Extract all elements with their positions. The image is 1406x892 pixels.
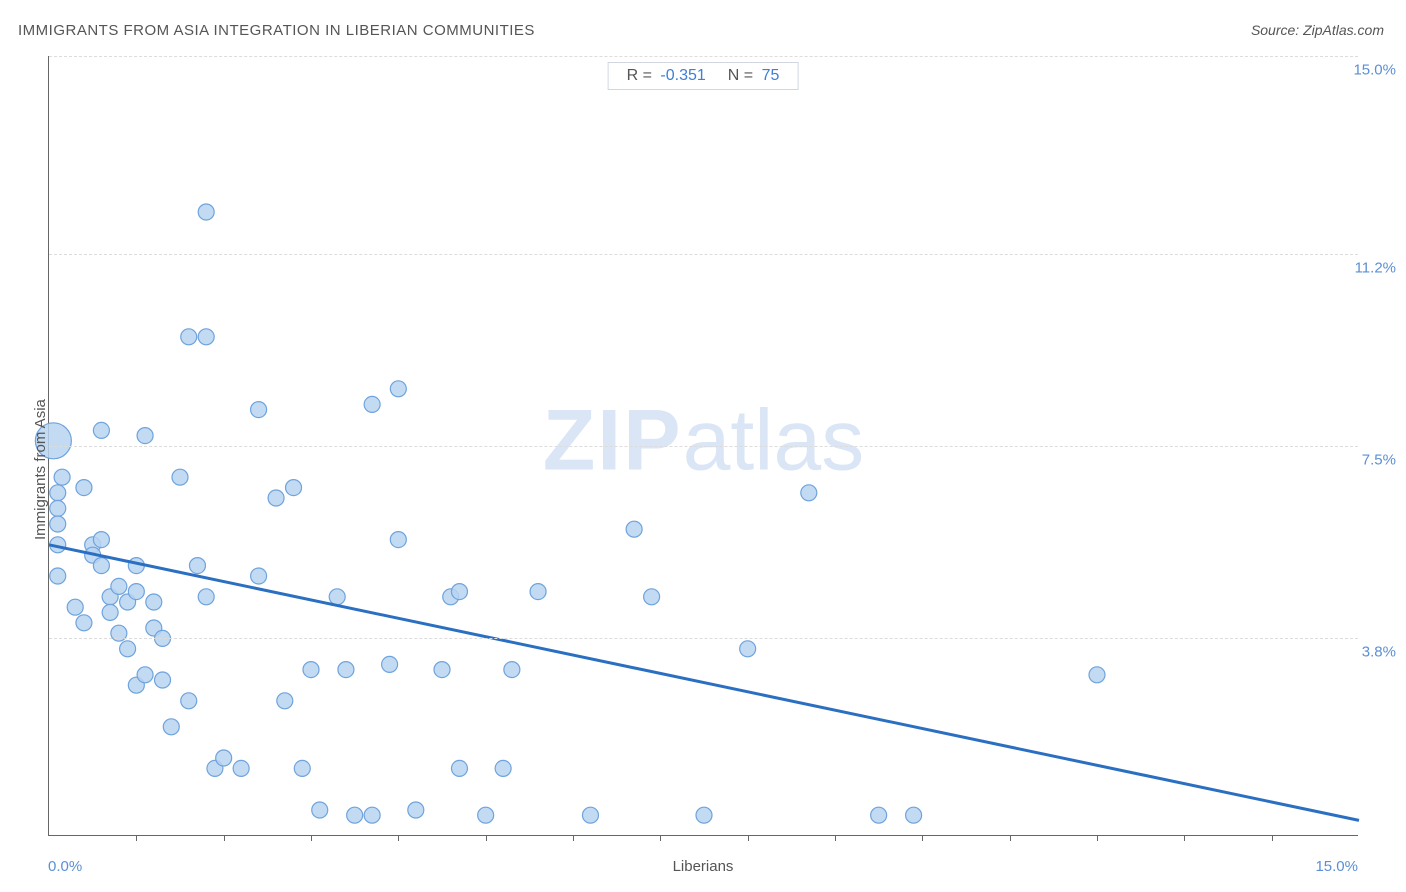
- x-tick: [398, 835, 399, 841]
- scatter-point: [530, 584, 546, 600]
- x-tick: [1184, 835, 1185, 841]
- scatter-point: [312, 802, 328, 818]
- scatter-point: [233, 760, 249, 776]
- scatter-point: [137, 667, 153, 683]
- scatter-point: [155, 672, 171, 688]
- scatter-point: [67, 599, 83, 615]
- y-tick-label: 15.0%: [1353, 62, 1396, 79]
- scatter-point: [93, 558, 109, 574]
- scatter-point: [102, 604, 118, 620]
- trend-line: [49, 545, 1359, 821]
- scatter-point: [198, 589, 214, 605]
- scatter-point: [181, 329, 197, 345]
- y-tick-label: 7.5%: [1362, 452, 1396, 469]
- scatter-point: [54, 469, 70, 485]
- x-tick-max: 15.0%: [1315, 858, 1358, 875]
- scatter-point: [1089, 667, 1105, 683]
- scatter-point: [382, 656, 398, 672]
- x-tick: [311, 835, 312, 841]
- scatter-point: [451, 760, 467, 776]
- y-tick-label: 3.8%: [1362, 644, 1396, 661]
- scatter-point: [286, 480, 302, 496]
- scatter-point: [251, 402, 267, 418]
- scatter-point: [390, 381, 406, 397]
- scatter-point: [364, 807, 380, 823]
- scatter-point: [504, 662, 520, 678]
- x-axis-title: Liberians: [673, 858, 734, 875]
- x-tick: [486, 835, 487, 841]
- x-tick: [224, 835, 225, 841]
- scatter-point: [364, 396, 380, 412]
- scatter-point: [347, 807, 363, 823]
- chart-title: IMMIGRANTS FROM ASIA INTEGRATION IN LIBE…: [18, 22, 535, 39]
- scatter-point: [76, 480, 92, 496]
- scatter-point: [451, 584, 467, 600]
- scatter-point: [582, 807, 598, 823]
- scatter-point: [172, 469, 188, 485]
- x-tick: [835, 835, 836, 841]
- gridline: [49, 254, 1358, 255]
- scatter-point: [137, 428, 153, 444]
- scatter-point: [120, 641, 136, 657]
- scatter-point: [198, 329, 214, 345]
- scatter-point: [50, 500, 66, 516]
- x-tick: [1097, 835, 1098, 841]
- scatter-point: [478, 807, 494, 823]
- scatter-point: [146, 594, 162, 610]
- scatter-point: [906, 807, 922, 823]
- scatter-point: [871, 807, 887, 823]
- x-tick-min: 0.0%: [48, 858, 82, 875]
- scatter-point: [181, 693, 197, 709]
- y-axis-title: Immigrants from Asia: [32, 399, 49, 540]
- scatter-point: [644, 589, 660, 605]
- scatter-point: [163, 719, 179, 735]
- scatter-point: [216, 750, 232, 766]
- gridline: [49, 56, 1358, 57]
- gridline: [49, 638, 1358, 639]
- x-tick: [660, 835, 661, 841]
- scatter-point: [329, 589, 345, 605]
- scatter-point: [198, 204, 214, 220]
- scatter-point: [50, 516, 66, 532]
- scatter-point: [390, 532, 406, 548]
- scatter-point: [111, 578, 127, 594]
- chart-source: Source: ZipAtlas.com: [1251, 22, 1384, 38]
- y-tick-label: 11.2%: [1355, 259, 1396, 276]
- scatter-point: [76, 615, 92, 631]
- scatter-point: [495, 760, 511, 776]
- scatter-point: [801, 485, 817, 501]
- scatter-point: [626, 521, 642, 537]
- x-tick: [922, 835, 923, 841]
- scatter-point: [268, 490, 284, 506]
- scatter-point: [50, 568, 66, 584]
- scatter-point: [93, 422, 109, 438]
- scatter-point: [303, 662, 319, 678]
- scatter-point: [434, 662, 450, 678]
- x-tick: [573, 835, 574, 841]
- scatter-point: [50, 485, 66, 501]
- scatter-point: [189, 558, 205, 574]
- scatter-point: [251, 568, 267, 584]
- scatter-point: [294, 760, 310, 776]
- x-tick: [136, 835, 137, 841]
- x-tick: [1272, 835, 1273, 841]
- scatter-point: [93, 532, 109, 548]
- x-tick: [748, 835, 749, 841]
- x-tick: [1010, 835, 1011, 841]
- scatter-point: [696, 807, 712, 823]
- plot-area: ZIPatlas: [48, 56, 1358, 836]
- scatter-point: [408, 802, 424, 818]
- scatter-point: [740, 641, 756, 657]
- scatter-point: [338, 662, 354, 678]
- gridline: [49, 446, 1358, 447]
- scatter-point: [128, 584, 144, 600]
- scatter-point: [277, 693, 293, 709]
